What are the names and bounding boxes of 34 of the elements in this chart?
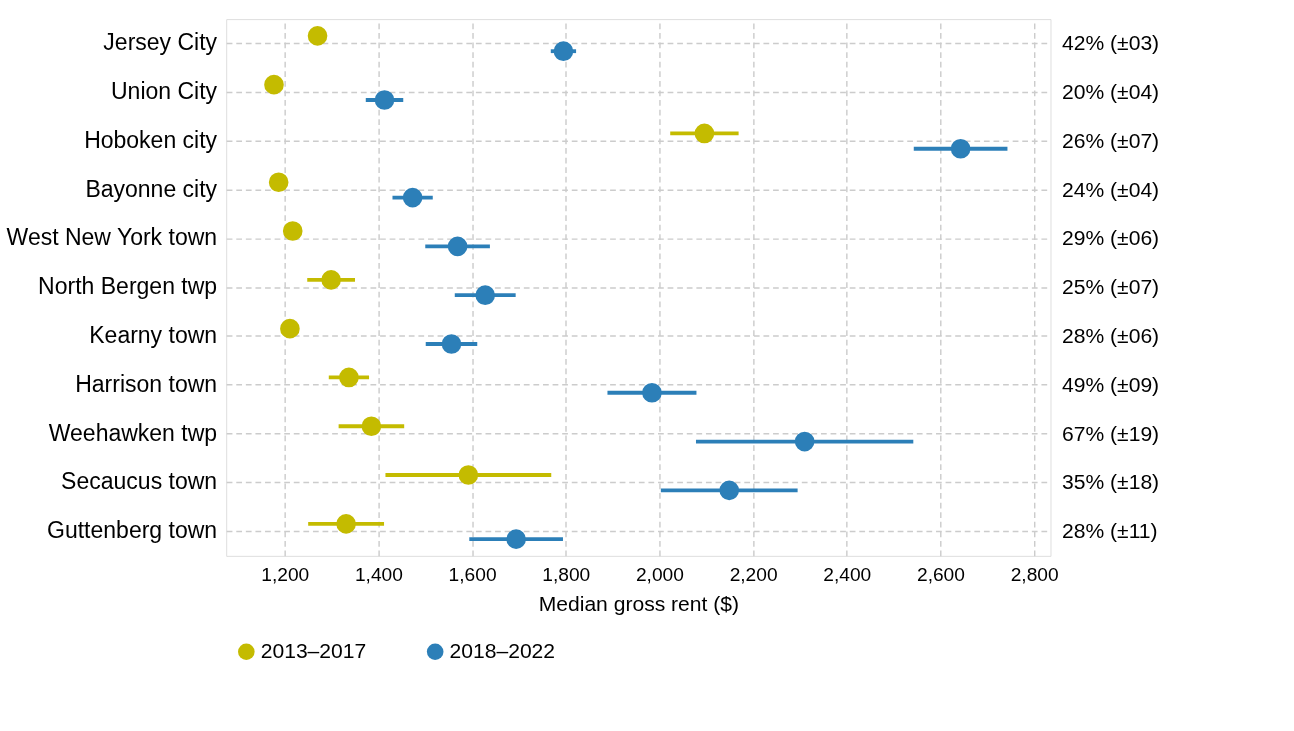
x-tick-label: 1,200 [261,564,310,586]
y-tick-label: North Bergen twp [38,273,218,300]
x-tick-label: 2,800 [1010,564,1059,586]
text: 25% (±07) [1062,275,1160,299]
y-tick-label: Kearny town [89,322,218,349]
text: 28% (±11) [1062,519,1158,543]
text: 49% (±09) [1062,372,1160,396]
text: 42% (±03) [1062,31,1160,55]
text: 26% (±07) [1062,128,1160,152]
legend-label: 2013–2017 [260,639,367,663]
text: 29% (±06) [1062,226,1160,250]
y-tick-label: Weehawken twp [48,419,218,446]
legend-label: 2018–2022 [449,639,556,663]
x-tick-label: 2,400 [823,564,872,586]
text: 28% (±06) [1062,324,1160,348]
y-tick-label: Union City [111,78,218,105]
x-tick-label: 2,000 [635,564,684,586]
x-tick-label: 1,400 [354,564,403,586]
x-tick-label: 2,600 [916,564,965,586]
text: 35% (±18) [1062,470,1160,494]
y-tick-label: Harrison town [75,370,218,397]
x-axis-title: Median gross rent ($) [538,592,740,616]
x-tick-label: 2,200 [729,564,778,586]
text: 24% (±04) [1062,177,1160,201]
y-tick-label: West New York town [6,224,218,251]
y-tick-label: Bayonne city [85,175,218,202]
x-tick-label: 1,800 [542,564,591,586]
text: 67% (±19) [1062,421,1160,445]
text: 20% (±04) [1062,80,1160,104]
y-tick-label: Secaucus town [61,468,218,495]
y-tick-label: Guttenberg town [47,517,218,544]
y-tick-label: Hoboken city [84,126,218,153]
y-tick-label: Jersey City [103,29,218,56]
x-tick-label: 1,600 [448,564,497,586]
